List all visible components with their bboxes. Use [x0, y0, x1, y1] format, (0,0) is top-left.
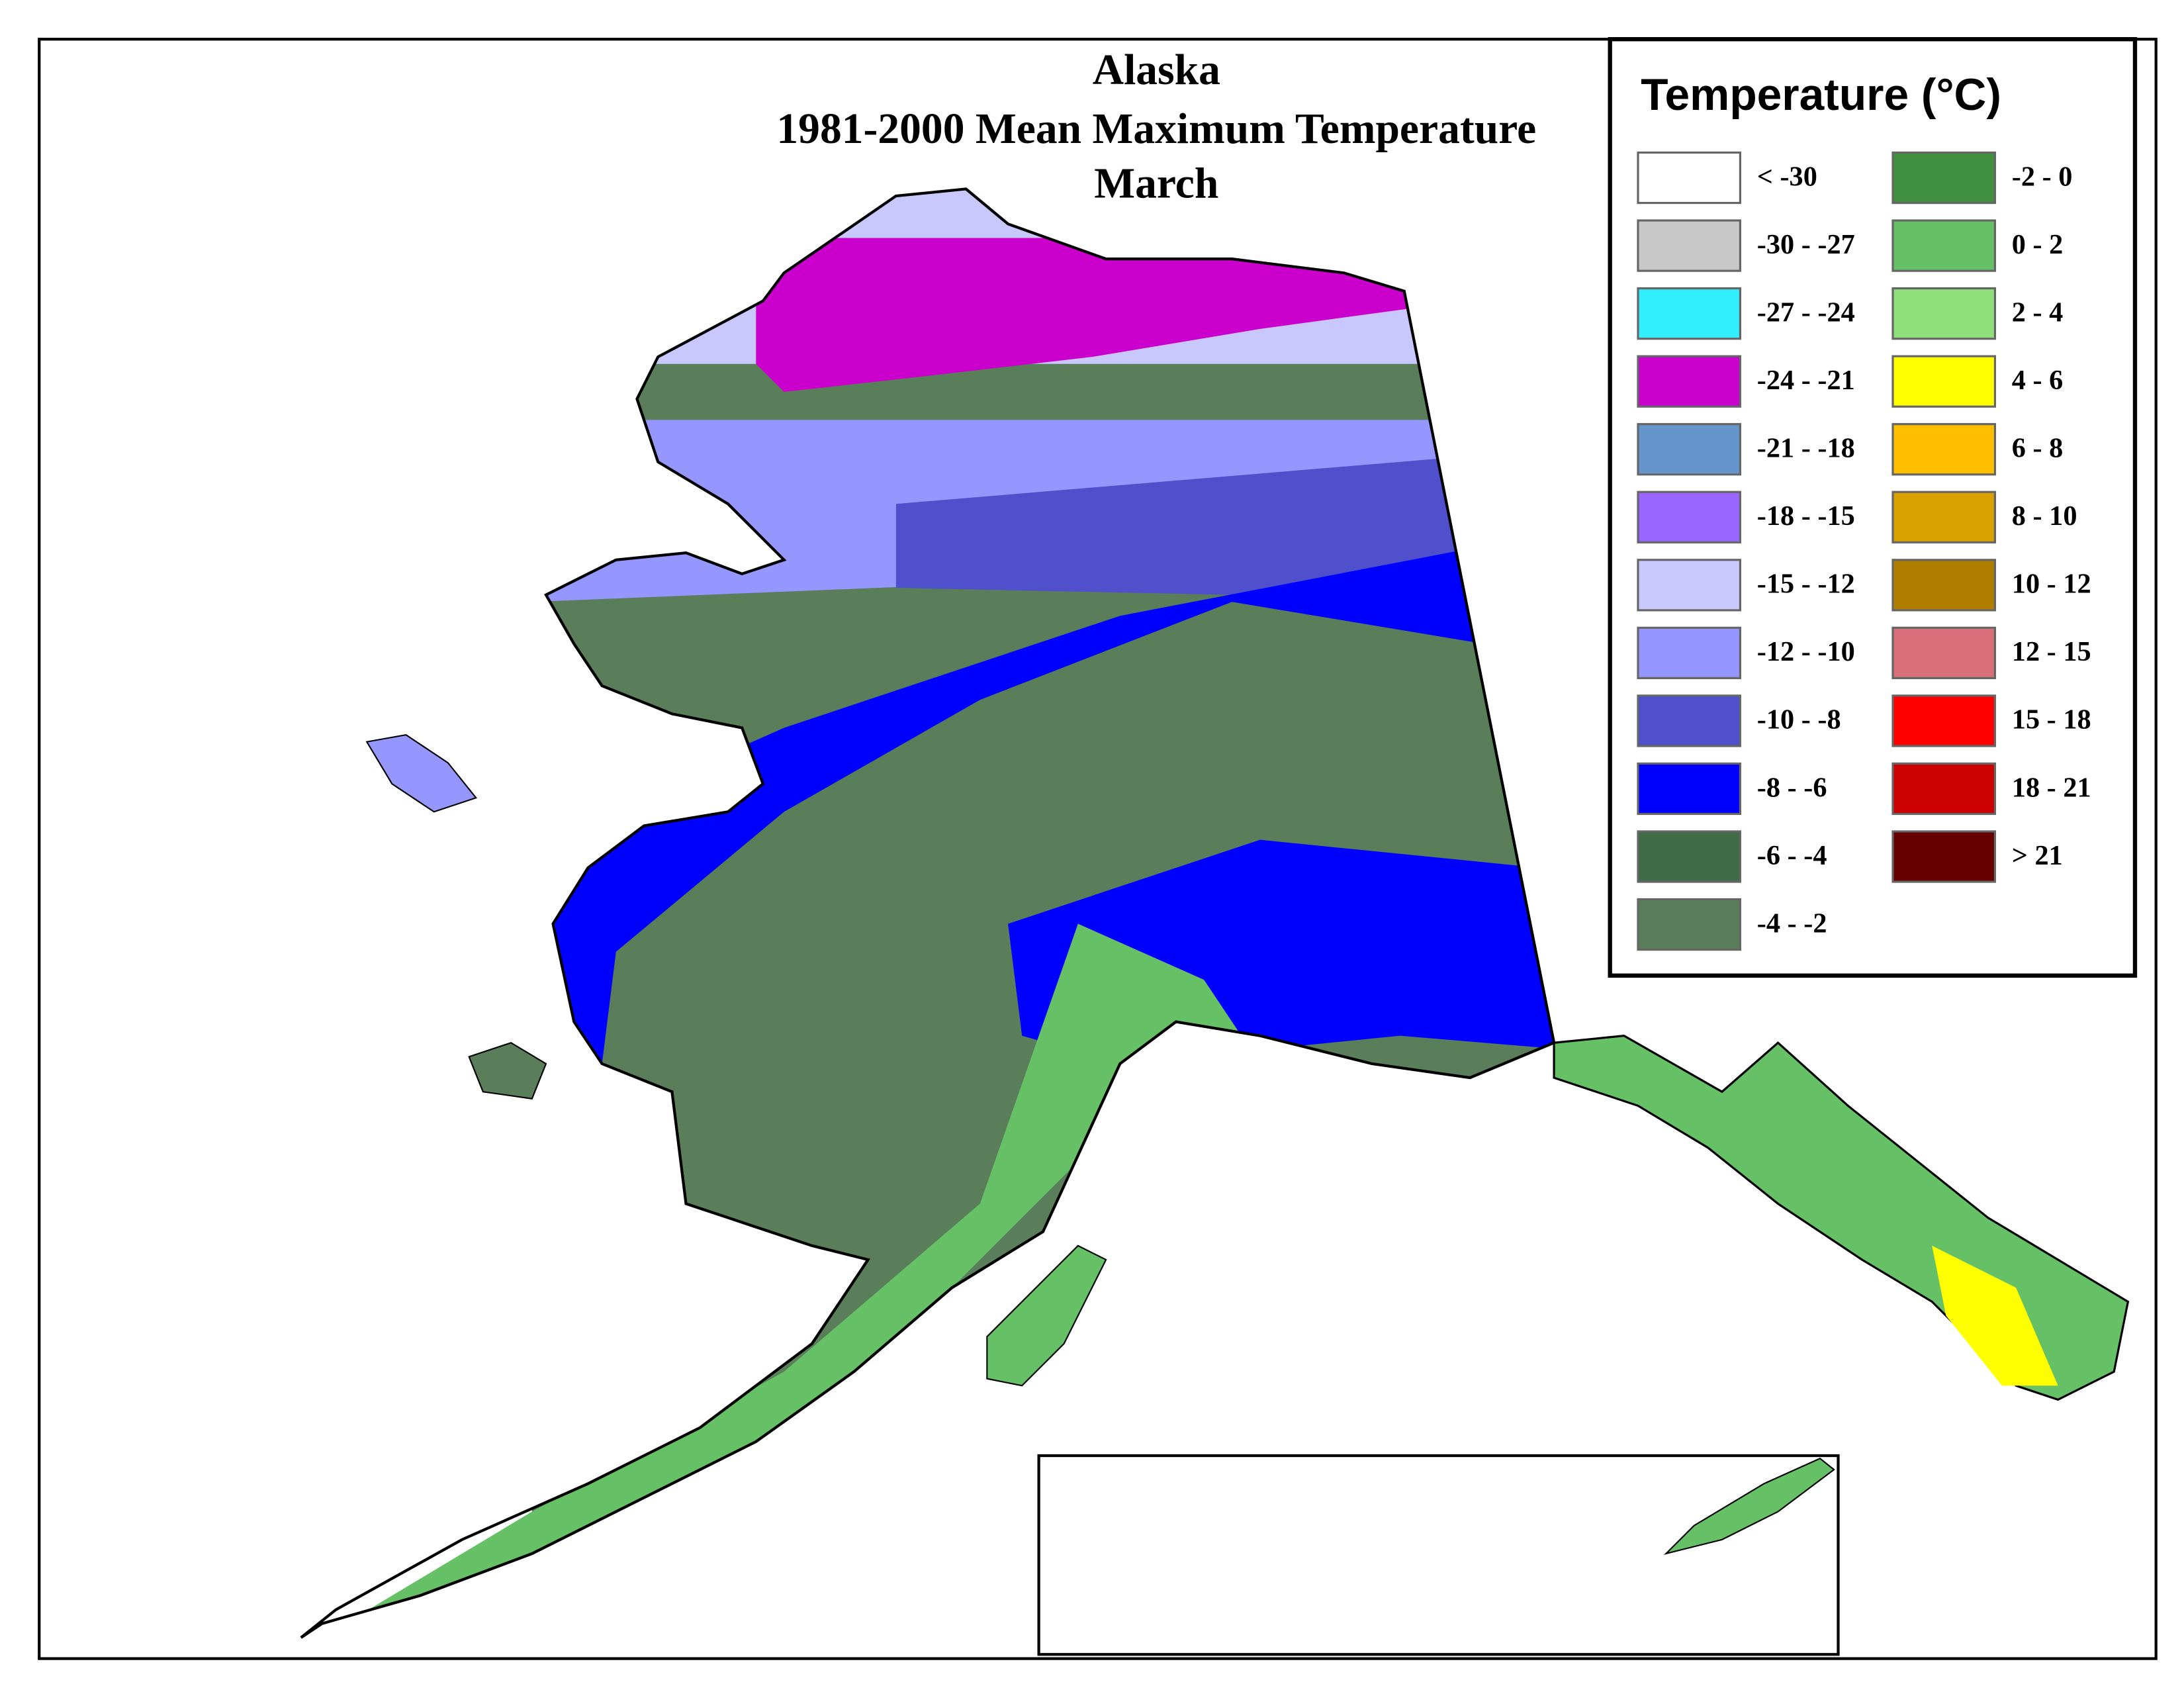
legend-label: -10 - -8: [1757, 704, 1841, 735]
legend-swatch: [1891, 423, 1997, 476]
legend-label: 15 - 18: [2012, 704, 2091, 735]
legend-label: -4 - -2: [1757, 908, 1827, 939]
legend-swatch: [1891, 151, 1997, 205]
legend-label: 6 - 8: [2012, 433, 2064, 464]
legend-swatch: [1891, 694, 1997, 747]
legend-swatch: [1637, 762, 1742, 816]
legend-swatch: [1637, 151, 1742, 205]
legend-swatch: [1891, 830, 1997, 883]
legend-swatch: [1637, 898, 1742, 951]
island: [986, 1244, 1107, 1387]
legend-label: -18 - -15: [1757, 500, 1855, 532]
legend-label: > 21: [2012, 840, 2063, 871]
legend-label: -6 - -4: [1757, 840, 1827, 871]
legend-label: 12 - 15: [2012, 636, 2091, 667]
legend-swatch: [1637, 491, 1742, 543]
legend-title: Temperature (°C): [1641, 70, 2001, 120]
legend-swatch: [1637, 694, 1742, 747]
legend-swatch: [1891, 559, 1997, 612]
legend-label: < -30: [1757, 161, 1817, 192]
legend-swatch: [1891, 219, 1997, 272]
legend-label: -21 - -18: [1757, 433, 1855, 464]
legend-swatch: [1891, 626, 1997, 680]
legend-label: -27 - -24: [1757, 297, 1855, 328]
legend-swatch: [1637, 219, 1742, 272]
legend-swatch: [1637, 287, 1742, 340]
legend-swatch: [1891, 762, 1997, 816]
legend-label: -24 - -21: [1757, 365, 1855, 396]
island: [1663, 1458, 1835, 1555]
legend-swatch: [1891, 355, 1997, 408]
legend-label: -2 - 0: [2012, 161, 2073, 192]
zone: [756, 238, 1414, 393]
legend-swatch: [1637, 626, 1742, 680]
title-line: 1981-2000 Mean Maximum Temperature: [776, 105, 1536, 153]
zone: [1932, 1245, 2058, 1386]
island: [468, 1042, 547, 1100]
zone: [322, 923, 1260, 1638]
inset-frame: [1037, 1454, 1840, 1656]
legend-swatch: [1637, 830, 1742, 883]
legend-swatch: [1637, 423, 1742, 476]
legend-label: -12 - -10: [1757, 636, 1855, 667]
legend-label: 0 - 2: [2012, 229, 2064, 260]
legend-label: 2 - 4: [2012, 297, 2064, 328]
legend-swatch: [1891, 287, 1997, 340]
legend-label: 10 - 12: [2012, 569, 2091, 600]
legend-swatch: [1637, 355, 1742, 408]
coastline: [300, 187, 1556, 1639]
legend-label: -8 - -6: [1757, 772, 1827, 803]
legend-label: 8 - 10: [2012, 500, 2077, 532]
legend-label: 4 - 6: [2012, 365, 2064, 396]
legend-label: -15 - -12: [1757, 569, 1855, 600]
title-line: March: [1094, 160, 1218, 207]
island: [365, 733, 478, 813]
legend-swatch: [1637, 559, 1742, 612]
legend-label: -30 - -27: [1757, 229, 1855, 260]
title-line: Alaska: [1093, 46, 1220, 94]
legend-swatch: [1891, 491, 1997, 543]
legend-label: 18 - 21: [2012, 772, 2091, 803]
